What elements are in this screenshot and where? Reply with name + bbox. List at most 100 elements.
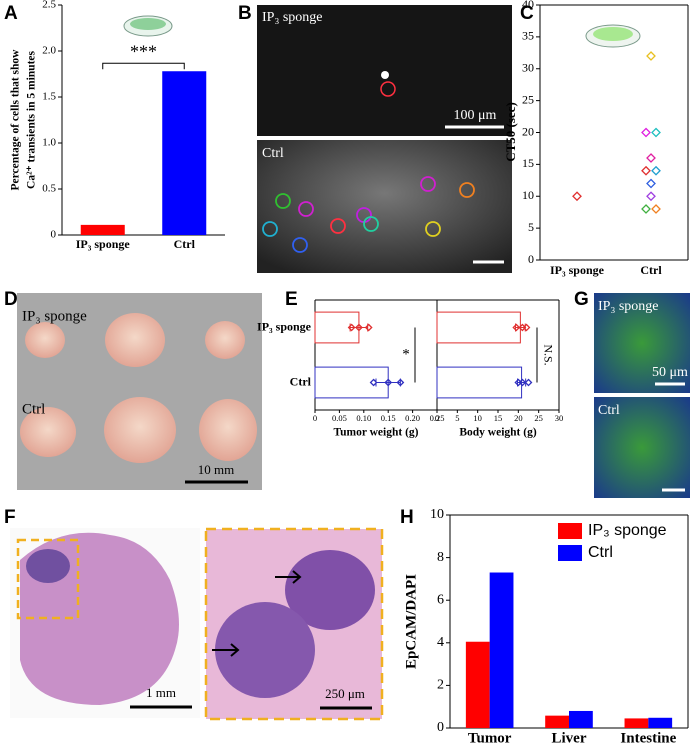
x-axis-label: Tumor weight (g) — [334, 427, 419, 439]
bar — [436, 366, 523, 399]
y-tick-label: 20 — [522, 124, 534, 138]
y-tick-label: 1.5 — [42, 91, 56, 103]
panel-label: D — [4, 289, 18, 310]
data-point — [512, 323, 521, 332]
x-tick-label: 0.25 — [430, 413, 445, 423]
panel-label: B — [238, 3, 252, 24]
y-tick-label: 0 — [528, 252, 534, 266]
scale-label: 10 mm — [198, 462, 234, 477]
data-point — [355, 323, 363, 332]
y-tick-label: 15 — [522, 156, 534, 170]
y-tick-label: 8 — [437, 550, 444, 565]
image-label: IP₃ sponge — [262, 10, 323, 25]
x-tick-label: IP₃ sponge — [550, 263, 605, 277]
image-label: IP₃ sponge — [598, 299, 659, 314]
significance-bracket — [102, 62, 185, 70]
y-tick-label: 0.5 — [42, 183, 56, 195]
bar — [624, 718, 649, 728]
x-tick-label: IP₃ sponge — [76, 237, 131, 251]
y-axis-label: Ca²⁺ transients in 5 minutes — [26, 51, 38, 189]
y-tick-label: 2.0 — [42, 45, 56, 57]
data-point — [641, 165, 651, 176]
data-point — [646, 178, 656, 189]
panel-label: H — [400, 507, 414, 528]
data-point — [641, 127, 651, 138]
data-point — [524, 378, 533, 387]
bar — [648, 717, 673, 728]
panel-label: C — [520, 3, 534, 24]
y-axis-label: EpCAM/DAPI — [403, 574, 419, 669]
image-label: Ctrl — [262, 146, 284, 161]
legend-swatch — [558, 545, 582, 561]
y-tick-label: 2 — [437, 678, 444, 693]
data-point — [651, 165, 661, 176]
scale-label: 250 μm — [325, 686, 365, 701]
annotation: *** — [130, 41, 157, 61]
bar — [489, 572, 514, 728]
x-tick-label: 5 — [455, 413, 459, 423]
y-tick-label: 40 — [522, 0, 534, 11]
data-point — [572, 191, 582, 202]
data-point — [646, 153, 656, 163]
x-tick-label: Tumor — [468, 730, 512, 746]
x-tick-label: Intestine — [620, 730, 676, 746]
x-tick-label: 0.15 — [381, 413, 396, 423]
image-label: IP₃ sponge — [22, 308, 87, 324]
scale-label: 1 mm — [146, 685, 176, 700]
data-point — [641, 204, 651, 214]
image-b: IP₃ sponge 100 μm Ctrl — [257, 5, 512, 273]
scale-label: 100 μm — [454, 108, 497, 123]
y-tick-label: 4 — [437, 635, 444, 650]
y-tick-label: 25 — [522, 92, 534, 106]
y-tick-label: 0 — [51, 229, 57, 241]
data-point — [646, 191, 656, 202]
data-point — [364, 323, 373, 332]
bar — [569, 710, 593, 728]
image-f: 1 mm 250 μm — [10, 527, 384, 721]
y-tick-label: 10 — [522, 188, 534, 202]
x-tick-label: 10 — [473, 413, 482, 423]
bar — [436, 311, 521, 344]
x-tick-label: 25 — [534, 413, 543, 423]
panel-label: A — [4, 3, 18, 24]
x-tick-label: 0.10 — [356, 413, 371, 423]
image-d: IP₃ sponge Ctrl 10 mm — [17, 293, 262, 490]
data-point — [518, 378, 527, 387]
annotation: * — [402, 346, 410, 362]
y-tick-label: 1.0 — [42, 137, 56, 149]
data-point — [646, 51, 656, 61]
image-label: Ctrl — [598, 403, 620, 418]
data-point — [384, 378, 393, 387]
y-tick-label: 6 — [437, 592, 444, 607]
x-axis-label: Body weight (g) — [459, 427, 536, 439]
legend-label: IP₃ sponge — [588, 522, 667, 539]
y-tick-label: 2.5 — [42, 0, 56, 11]
y-axis-label: Percentage of cells that show — [10, 49, 22, 191]
x-tick-label: 0 — [313, 413, 317, 423]
panel-label: G — [574, 289, 589, 310]
bar — [545, 715, 569, 728]
x-tick-label: Ctrl — [640, 263, 662, 277]
y-tick-label: IP₃ sponge — [257, 319, 312, 333]
legend-swatch — [558, 523, 582, 539]
x-tick-label: 0.05 — [332, 413, 347, 423]
bar — [80, 224, 125, 235]
image-label: Ctrl — [22, 401, 45, 417]
scale-label: 50 μm — [652, 365, 688, 380]
data-point — [651, 127, 661, 138]
y-tick-label: 10 — [430, 507, 444, 522]
data-point — [369, 378, 378, 387]
y-tick-label: Ctrl — [290, 374, 312, 388]
legend-label: Ctrl — [588, 544, 613, 561]
data-point — [522, 323, 531, 332]
y-tick-label: 30 — [522, 61, 534, 75]
data-point — [396, 378, 405, 387]
x-tick-label: 0 — [435, 413, 439, 423]
data-point — [347, 323, 356, 332]
panel-label: F — [4, 507, 16, 528]
image-g: IP₃ sponge 50 μm Ctrl — [594, 293, 690, 498]
data-point — [651, 204, 661, 214]
x-tick-label: 15 — [494, 413, 503, 423]
y-tick-label: 0 — [437, 720, 444, 735]
